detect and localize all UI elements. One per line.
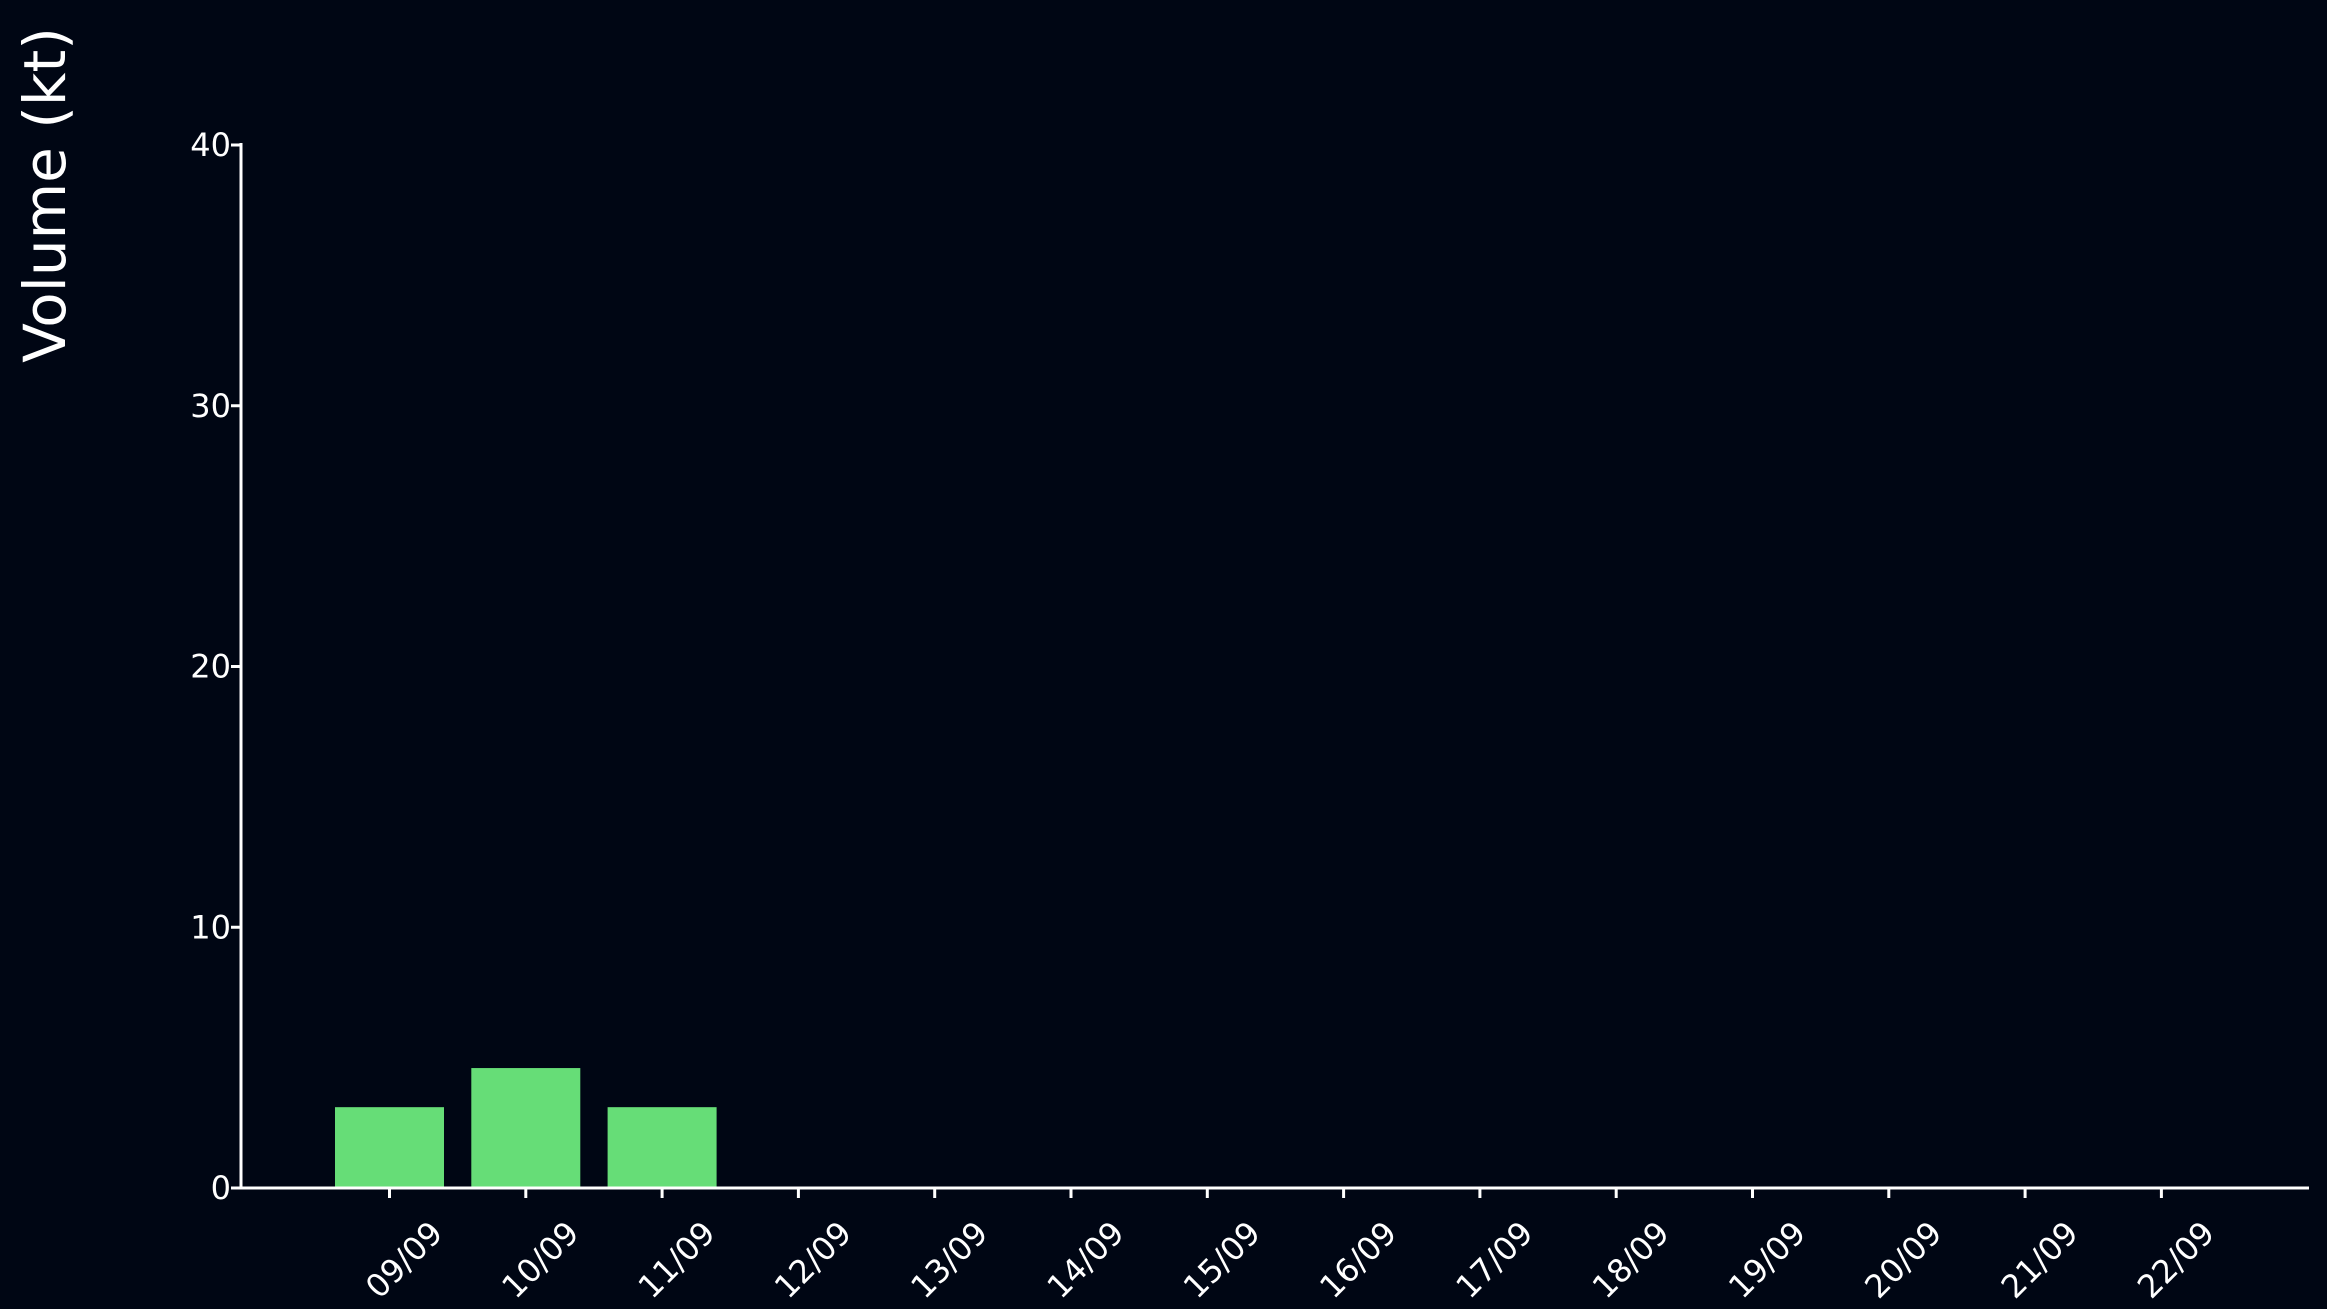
- bars-group: [335, 1068, 717, 1188]
- y-axis-label: Volume (kt): [11, 27, 79, 363]
- y-axis-ticks: 0 10 20 30 40: [190, 126, 241, 1207]
- y-tick-label-3: 30: [190, 387, 231, 425]
- bar-10-09: [471, 1068, 581, 1188]
- bar-09-09: [335, 1107, 444, 1188]
- y-tick-label-4: 40: [190, 126, 231, 164]
- y-tick-label-0: 0: [211, 1169, 231, 1207]
- bar-11-09: [607, 1107, 717, 1188]
- y-tick-label-2: 20: [190, 648, 231, 686]
- y-tick-label-1: 10: [190, 908, 231, 946]
